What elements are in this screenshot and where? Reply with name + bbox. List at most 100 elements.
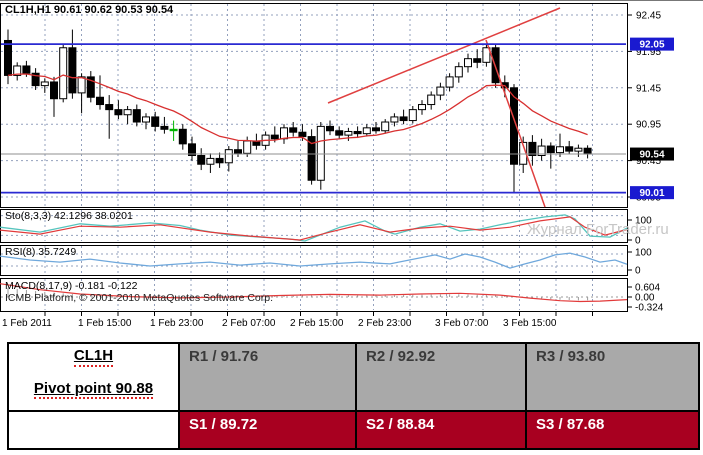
candlestick: [178, 128, 187, 145]
candlestick: [574, 147, 583, 152]
candlestick: [13, 65, 22, 76]
candlestick: [160, 125, 169, 130]
candlestick: [418, 104, 426, 111]
svg-text:90.45: 90.45: [636, 156, 661, 167]
candlestick: [353, 130, 362, 135]
candlestick: [464, 58, 472, 68]
candlestick: [326, 125, 334, 132]
candlestick: [151, 116, 160, 127]
candlestick: [96, 96, 104, 106]
svg-text:1 Feb 23:00: 1 Feb 23:00: [150, 318, 204, 329]
svg-text:100: 100: [635, 216, 652, 227]
overlay-text: CL1H,H1 90.61 90.62 90.53 90.54 Журнал Fo…: [5, 4, 669, 238]
candlestick: [132, 109, 141, 123]
symbol-label: CL1H: [73, 347, 114, 367]
ma-line: [7, 73, 588, 145]
candlestick: [537, 145, 546, 157]
svg-text:91.45: 91.45: [636, 83, 661, 94]
svg-text:2 Feb 07:00: 2 Feb 07:00: [222, 318, 276, 329]
svg-text:91.95: 91.95: [636, 47, 661, 58]
support-3-cell: S3 / 87.68: [525, 410, 698, 448]
candlestick: [114, 109, 123, 116]
candlestick: [316, 125, 325, 181]
candlestick: [390, 116, 399, 123]
candlestick: [427, 94, 436, 106]
candlestick: [215, 157, 224, 164]
svg-text:0: 0: [635, 266, 641, 277]
svg-text:90.54: 90.54: [639, 150, 664, 161]
candlestick: [270, 134, 279, 140]
svg-text:90.95: 90.95: [636, 120, 661, 131]
candlestick: [142, 116, 150, 123]
svg-text:3 Feb 15:00: 3 Feb 15:00: [503, 318, 557, 329]
resistance-1-cell: R1 / 91.76: [178, 344, 355, 410]
svg-text:90.01: 90.01: [639, 188, 664, 199]
support-1-cell: S1 / 89.72: [178, 410, 355, 448]
candlestick: [482, 47, 491, 63]
svg-text:92.45: 92.45: [636, 11, 661, 22]
candlestick: [335, 130, 344, 136]
price-badge: [630, 37, 674, 51]
stochastic-panel: Sto(8,3,3) 42.1296 38.0201: [0, 210, 628, 242]
svg-text:CL1H,H1 90.61 90.62 90.53 90.: CL1H,H1 90.61 90.62 90.53 90.54: [5, 4, 174, 16]
candlestick: [59, 47, 68, 100]
candlestick: [105, 104, 114, 111]
candlestick: [445, 76, 454, 88]
horizontal-lines: [1, 43, 626, 194]
resistance-3-cell: R3 / 93.80: [525, 344, 698, 410]
svg-text:MACD(8,17,9) -0.181 -0.122: MACD(8,17,9) -0.181 -0.122: [5, 280, 138, 292]
candlestick: [224, 149, 233, 164]
svg-text:0.00: 0.00: [635, 293, 655, 304]
candlestick: [31, 72, 40, 87]
candlestick: [169, 128, 178, 132]
empty-cell: [9, 410, 178, 448]
candlestick: [473, 58, 482, 63]
candlestick: [4, 39, 12, 76]
candlestick: [197, 155, 206, 165]
candlestick: [362, 127, 371, 135]
svg-text:1 Feb 2011: 1 Feb 2011: [2, 318, 52, 329]
price-badge: [630, 147, 674, 161]
svg-text:1 Feb 15:00: 1 Feb 15:00: [78, 318, 132, 329]
candlestick: [381, 121, 390, 132]
svg-text:0: 0: [635, 236, 641, 247]
price-axis: 92.4591.9591.4590.9590.4589.9592.0590.54…: [627, 11, 674, 314]
candlestick: [583, 147, 592, 155]
candlestick: [22, 65, 31, 74]
candlestick: [243, 140, 252, 154]
rsi-panel: RSI(8) 35.7249: [0, 246, 628, 269]
price-badge: [630, 186, 674, 200]
candlestick: [40, 81, 49, 87]
candlestick: [280, 127, 288, 140]
candlestick: [68, 47, 77, 94]
candlestick: [436, 86, 445, 96]
candlestick: [307, 136, 316, 181]
pivot-table: CL1H Pivot point 90.88 R1 / 91.76 R2 / 9…: [7, 342, 700, 450]
candlestick: [399, 116, 408, 122]
svg-text:2 Feb 23:00: 2 Feb 23:00: [358, 318, 412, 329]
resistance-2-cell: R2 / 92.92: [355, 344, 525, 410]
svg-text:ICMB Platform, © 2001-2010 Met: ICMB Platform, © 2001-2010 MetaQuotes So…: [5, 292, 273, 304]
candlestick: [86, 76, 95, 98]
symbol-pivot-cell: CL1H Pivot point 90.88: [9, 344, 178, 410]
candlestick: [50, 81, 58, 100]
panel-frames: [0, 0, 703, 312]
candlestick: [234, 149, 242, 154]
candlestick: [298, 131, 307, 138]
candlestick: [123, 109, 132, 116]
candlestick: [408, 109, 417, 122]
svg-text:Sto(8,3,3) 42.1296 38.0201: Sto(8,3,3) 42.1296 38.0201: [5, 210, 133, 222]
pivot-point-label: Pivot point 90.88: [33, 380, 154, 399]
price-chart[interactable]: 92.4591.9591.4590.9590.4589.9592.0590.54…: [0, 0, 703, 336]
svg-text:3 Feb 07:00: 3 Feb 07:00: [435, 318, 489, 329]
svg-text:RSI(8) 35.7249: RSI(8) 35.7249: [5, 246, 76, 258]
candlestick: [454, 66, 463, 78]
svg-text:-0.324: -0.324: [635, 303, 664, 314]
candlestick: [546, 145, 555, 154]
candlestick: [289, 127, 298, 133]
time-axis: 1 Feb 2011 1 Feb 15:00 1 Feb 23:00 2 Feb 07…: [2, 311, 593, 329]
candlestick: [565, 146, 574, 152]
candlestick: [510, 87, 518, 165]
